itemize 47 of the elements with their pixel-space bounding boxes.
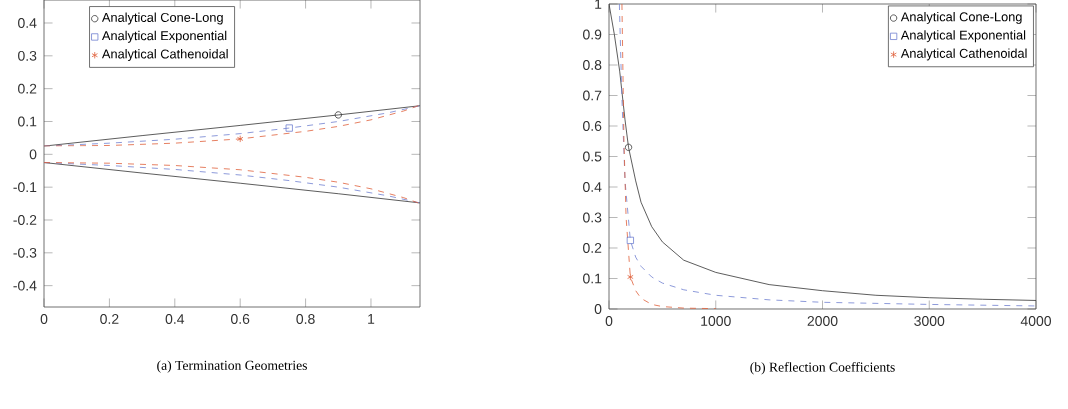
y-tick-label: 0.1	[583, 273, 602, 284]
y-tick-label: -0.2	[13, 215, 37, 225]
y-tick-label: 0.1	[18, 116, 37, 127]
x-tick-label: 0	[40, 314, 48, 324]
line-series	[44, 162, 421, 204]
x-tick-label: 3000	[914, 316, 945, 326]
y-tick-label: 0.3	[583, 212, 602, 223]
y-tick-label: 0.4	[583, 182, 602, 192]
y-tick-label: 0.3	[18, 50, 37, 61]
line-series	[621, 4, 717, 309]
legend-label: Analytical Exponential	[900, 30, 1026, 43]
y-tick-label: 0.4	[18, 18, 37, 28]
x-tick-label: 0.4	[165, 314, 185, 324]
x-tick-label: 2000	[807, 316, 838, 326]
y-tick-label: 1	[595, 0, 602, 9]
y-tick-label: -0.1	[13, 182, 37, 193]
x-tick-label: 0.8	[296, 314, 315, 324]
x-tick-label: 1000	[701, 316, 731, 326]
y-tick-label: 0	[594, 304, 602, 314]
point	[627, 273, 634, 281]
y-tick-label: -0.4	[13, 280, 37, 291]
y-tick-label: 0.5	[583, 151, 602, 162]
legend-label: Analytical Cone-Long	[900, 11, 1022, 24]
y-tick-label: 0.2	[583, 243, 602, 253]
point	[285, 124, 293, 132]
y-tick-label: -0.3	[13, 247, 37, 258]
legend-label: Analytical Cathenoidal	[101, 49, 228, 62]
text: (b) Reflection Coefficients	[750, 362, 895, 375]
x-tick-label: 0	[605, 316, 613, 326]
x-tick-label: 4000	[1020, 316, 1052, 326]
x-tick-label: 1	[368, 314, 375, 324]
y-tick-label: 0.9	[583, 29, 602, 40]
point	[237, 135, 244, 143]
legend-label: Analytical Cone-Long	[101, 12, 223, 25]
point	[626, 236, 634, 244]
point	[334, 111, 342, 119]
legend-label: Analytical Cathenoidal	[900, 48, 1027, 61]
y-tick-label: 0	[29, 149, 37, 160]
x-tick-label: 0.2	[100, 314, 119, 324]
legend-label: Analytical Exponential	[101, 30, 227, 43]
y-tick-label: 0.7	[583, 90, 602, 101]
x-tick-label: 0.6	[230, 314, 250, 324]
y-tick-label: 0.6	[583, 121, 602, 131]
text: (a) Termination Geometries	[157, 360, 307, 373]
y-tick-label: 0.2	[18, 83, 37, 94]
point	[624, 143, 633, 151]
y-tick-label: 0.8	[583, 60, 602, 70]
